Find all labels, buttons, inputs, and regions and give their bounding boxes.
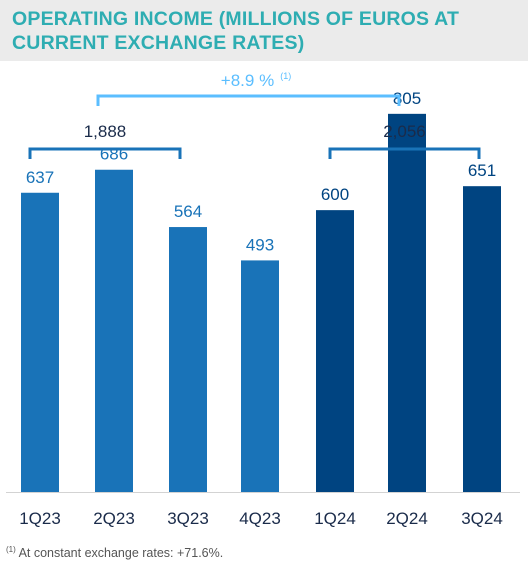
x-tick-label: 2Q23 <box>93 509 135 528</box>
bar-2q23 <box>95 169 133 492</box>
bar-4q23 <box>241 260 279 492</box>
growth-bracket <box>96 94 401 106</box>
x-tick-label: 1Q24 <box>314 509 356 528</box>
operating-income-chart: 6371Q236862Q235643Q234934Q236001Q248052Q… <box>6 71 520 528</box>
group-total-label: 1,888 <box>84 122 127 141</box>
bar-1q23 <box>21 192 59 493</box>
bar-2q24 <box>388 113 426 492</box>
footnote-marker: (1) <box>6 545 16 554</box>
data-label: 805 <box>393 89 421 108</box>
data-label: 600 <box>321 185 349 204</box>
data-label: 637 <box>26 168 54 187</box>
bar-3q23 <box>169 227 207 493</box>
x-tick-label: 1Q23 <box>19 509 61 528</box>
growth-label: +8.9 % (1) <box>221 71 291 90</box>
data-label: 651 <box>468 161 496 180</box>
footnote: (1) At constant exchange rates: +71.6%. <box>6 545 223 560</box>
growth-note-marker: (1) <box>280 71 291 81</box>
x-tick-label: 3Q23 <box>167 509 209 528</box>
data-label: 493 <box>246 235 274 254</box>
x-tick-label: 2Q24 <box>386 509 428 528</box>
x-tick-label: 4Q23 <box>239 509 281 528</box>
x-tick-label: 3Q24 <box>461 509 503 528</box>
group-total-label: 2,056 <box>383 122 426 141</box>
group-total-bracket <box>328 147 481 159</box>
group-total-bracket <box>28 147 182 159</box>
chart-title: OPERATING INCOME (MILLIONS OF EUROS AT C… <box>12 8 460 54</box>
data-label: 564 <box>174 202 202 221</box>
title-band <box>0 0 528 61</box>
bar-1q24 <box>316 210 354 493</box>
bar-3q24 <box>463 186 501 492</box>
footnote-text: At constant exchange rates: +71.6%. <box>15 546 224 560</box>
